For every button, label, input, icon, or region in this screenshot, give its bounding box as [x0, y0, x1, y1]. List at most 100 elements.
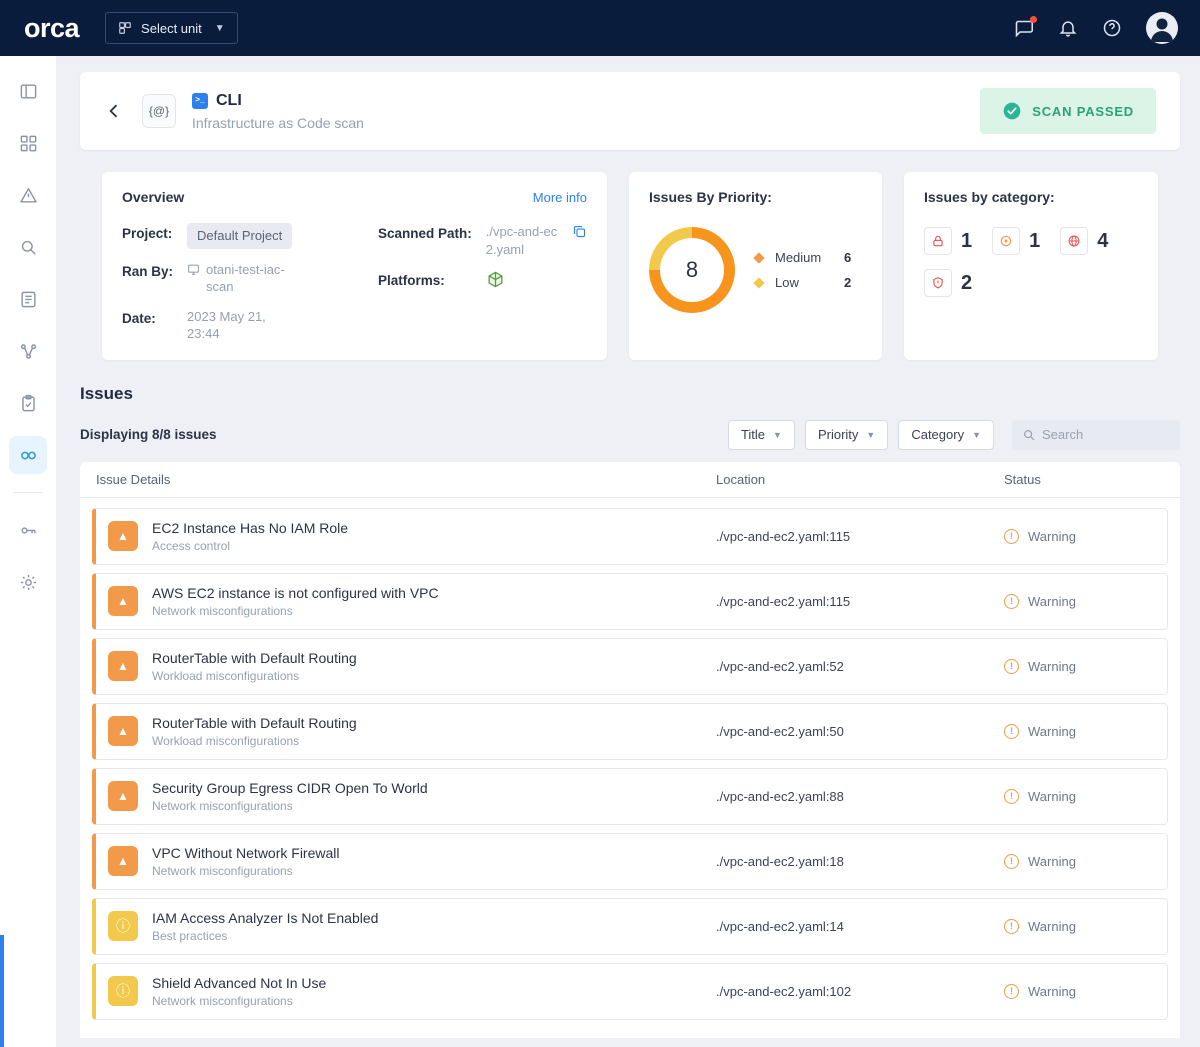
issue-category: Network misconfigurations — [152, 798, 293, 813]
issue-location: ./vpc-and-ec2.yaml:52 — [716, 658, 844, 674]
stats-row: Overview More info Project: Default Proj… — [102, 172, 1158, 360]
terminal-icon — [187, 263, 200, 276]
collapse-sidebar-icon[interactable] — [9, 72, 47, 110]
platforms-label: Platforms: — [377, 273, 445, 289]
legend-value: 6 — [844, 250, 852, 265]
issue-status: Warning — [1028, 593, 1076, 609]
inventory-icon[interactable] — [9, 280, 47, 318]
filter-title-dropdown[interactable]: Title ▼ — [727, 419, 795, 450]
attack-paths-icon[interactable] — [9, 332, 47, 370]
table-row[interactable]: ⓘ Shield Advanced Not In Use Network mis… — [92, 962, 1168, 1020]
warning-status-icon: ! — [1004, 918, 1019, 934]
warning-triangle-icon: ▲ — [108, 651, 138, 682]
chat-icon[interactable] — [1013, 15, 1037, 39]
issue-title: RouterTable with Default Routing — [152, 714, 357, 731]
category-item-best-practices: 1 — [992, 227, 1040, 255]
priority-card: Issues By Priority: 8 Medium 6 Low — [629, 172, 882, 360]
table-row[interactable]: ▲ RouterTable with Default Routing Workl… — [92, 702, 1168, 760]
info-circle-icon: ⓘ — [108, 976, 138, 1007]
warning-status-icon: ! — [1004, 983, 1019, 999]
table-row[interactable]: ▲ AWS EC2 instance is not configured wit… — [92, 572, 1168, 630]
help-icon[interactable] — [1102, 18, 1122, 38]
integrations-icon[interactable] — [9, 511, 47, 549]
notification-dot — [1030, 15, 1037, 23]
warning-triangle-icon: ▲ — [108, 716, 138, 747]
issue-status: Warning — [1028, 528, 1076, 544]
scan-header-card: {@} >_ CLI Infrastructure as Code scan S… — [80, 72, 1180, 150]
legend-item-medium: Medium 6 — [753, 250, 852, 265]
search-input[interactable] — [1042, 427, 1170, 443]
issue-title: IAM Access Analyzer Is Not Enabled — [152, 909, 379, 926]
warning-status-icon: ! — [1004, 658, 1019, 674]
issue-status: Warning — [1028, 918, 1076, 934]
access-control-icon — [924, 227, 952, 255]
shift-left-icon[interactable] — [9, 436, 47, 474]
ran-by-label: Ran By: — [122, 263, 174, 279]
issue-title: AWS EC2 instance is not configured with … — [152, 584, 439, 601]
issue-status: Warning — [1028, 983, 1076, 999]
search-icon — [1022, 428, 1036, 442]
priority-legend: Medium 6 Low 2 — [753, 250, 852, 290]
priority-total: 8 — [685, 257, 699, 282]
network-misconfigurations-icon — [1060, 227, 1089, 255]
low-diamond-icon — [753, 276, 765, 289]
check-circle-icon — [1002, 101, 1022, 121]
issue-category: Workload misconfigurations — [152, 668, 300, 683]
back-chevron-icon[interactable] — [104, 101, 124, 121]
issue-location: ./vpc-and-ec2.yaml:115 — [716, 528, 851, 544]
category-count: 1 — [961, 229, 973, 252]
sidebar — [0, 56, 56, 1047]
warning-status-icon: ! — [1004, 853, 1019, 869]
issue-status: Warning — [1028, 853, 1076, 869]
chevron-down-icon: ▼ — [972, 429, 981, 440]
column-location: Location — [716, 471, 766, 487]
select-unit-dropdown[interactable]: Select unit ▼ — [105, 12, 238, 44]
settings-gear-icon[interactable] — [9, 563, 47, 601]
category-title: Issues by category: — [924, 189, 1055, 205]
more-info-link[interactable]: More info — [532, 189, 587, 205]
issue-status: Warning — [1028, 723, 1076, 739]
dashboard-icon[interactable] — [9, 124, 47, 162]
compliance-icon[interactable] — [9, 384, 47, 422]
topbar: orca Select unit ▼ — [0, 0, 1200, 56]
issue-title: Shield Advanced Not In Use — [152, 974, 327, 991]
alerts-icon[interactable] — [9, 176, 47, 214]
table-row[interactable]: ▲ EC2 Instance Has No IAM Role Access co… — [92, 507, 1168, 565]
filter-label: Priority — [817, 427, 859, 443]
column-status: Status — [1004, 471, 1041, 487]
aws-platform-icon — [486, 270, 587, 289]
category-count: 2 — [961, 271, 973, 294]
workload-misconfigurations-icon — [924, 269, 952, 297]
copy-icon[interactable] — [572, 224, 587, 239]
issue-category: Access control — [152, 538, 231, 553]
issue-location: ./vpc-and-ec2.yaml:115 — [716, 593, 851, 609]
date-label: Date: — [122, 310, 156, 326]
filter-priority-dropdown[interactable]: Priority ▼ — [804, 419, 889, 450]
issue-category: Network misconfigurations — [152, 993, 293, 1008]
table-row[interactable]: ▲ VPC Without Network Firewall Network m… — [92, 832, 1168, 890]
category-count: 1 — [1029, 229, 1041, 252]
table-row[interactable]: ▲ Security Group Egress CIDR Open To Wor… — [92, 767, 1168, 825]
avatar[interactable] — [1146, 12, 1178, 44]
scan-passed-badge: SCAN PASSED — [980, 88, 1156, 134]
issue-location: ./vpc-and-ec2.yaml:102 — [716, 983, 852, 999]
table-row[interactable]: ▲ RouterTable with Default Routing Workl… — [92, 637, 1168, 695]
column-issue-details: Issue Details — [96, 471, 171, 487]
table-row[interactable]: ⓘ IAM Access Analyzer Is Not Enabled Bes… — [92, 897, 1168, 955]
filter-category-dropdown[interactable]: Category ▼ — [898, 419, 994, 450]
issue-category: Network misconfigurations — [152, 603, 293, 618]
warning-triangle-icon: ▲ — [108, 846, 138, 877]
search-icon[interactable] — [9, 228, 47, 266]
search-box — [1012, 419, 1180, 450]
issue-category: Network misconfigurations — [152, 863, 293, 878]
issues-table: Issue Details Location Status ▲ EC2 Inst… — [80, 461, 1180, 1038]
page-subtitle: Infrastructure as Code scan — [192, 114, 364, 131]
issue-category: Workload misconfigurations — [152, 733, 300, 748]
warning-status-icon: ! — [1004, 788, 1019, 804]
filter-label: Title — [740, 427, 766, 443]
bell-icon[interactable] — [1058, 18, 1078, 38]
overview-card: Overview More info Project: Default Proj… — [102, 172, 607, 360]
scanned-path-label: Scanned Path: — [377, 226, 472, 241]
orca-logo: orca — [24, 12, 80, 43]
main-content: {@} >_ CLI Infrastructure as Code scan S… — [56, 56, 1200, 1047]
